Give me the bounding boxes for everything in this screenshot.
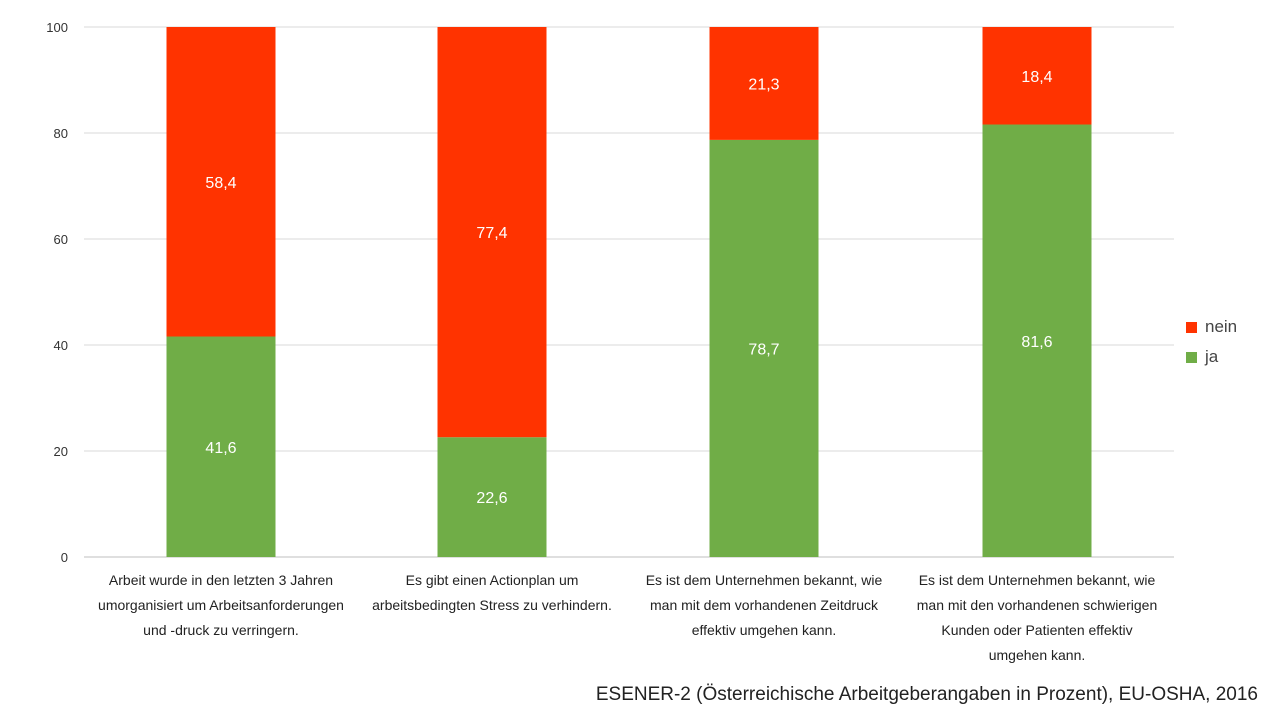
category-label-3: Es ist dem Unternehmen bekannt, wie man … (645, 572, 883, 638)
data-label-ja-1: 41,6 (205, 440, 236, 457)
legend-item-ja: ja (1186, 342, 1237, 372)
legend: nein ja (1186, 312, 1237, 372)
y-tick-label-60: 60 (54, 232, 68, 247)
bar-nein-3 (709, 27, 819, 140)
y-tick-label-40: 40 (54, 338, 68, 353)
bar-ja-4 (982, 124, 1092, 558)
data-label-ja-2: 22,6 (476, 490, 507, 507)
legend-label-nein: nein (1205, 317, 1238, 336)
y-tick-label-100: 100 (46, 20, 68, 35)
legend-swatch-nein (1186, 321, 1197, 333)
y-tick-label-20: 20 (54, 444, 68, 459)
source-note: ESENER-2 (Österreichische Arbeitgeberang… (595, 684, 1258, 705)
data-label-ja-3: 78,7 (748, 341, 779, 358)
bar-nein-4 (982, 27, 1092, 125)
data-label-nein-3: 21,3 (748, 76, 779, 93)
legend-label-ja: ja (1205, 347, 1219, 366)
data-label-nein-4: 18,4 (1021, 69, 1052, 86)
bar-ja-1 (166, 336, 276, 557)
category-label-4: Es ist dem Unternehmen bekannt, wie man … (916, 572, 1158, 663)
bar-nein-2 (437, 27, 547, 438)
bar-ja-3 (709, 139, 819, 557)
data-label-nein-1: 58,4 (205, 175, 236, 192)
category-label-2: Es gibt einen Actionplan um arbeitsbedin… (372, 572, 612, 613)
bar-nein-1 (166, 27, 276, 337)
legend-item-nein: nein (1186, 312, 1237, 342)
data-label-nein-2: 77,4 (476, 225, 507, 242)
y-tick-label-80: 80 (54, 126, 68, 141)
bar-ja-2 (437, 437, 547, 557)
y-tick-label-0: 0 (61, 550, 68, 565)
data-label-ja-4: 81,6 (1021, 334, 1052, 351)
legend-swatch-ja (1186, 351, 1197, 363)
category-label-1: Arbeit wurde in den letzten 3 Jahren umo… (98, 572, 344, 638)
